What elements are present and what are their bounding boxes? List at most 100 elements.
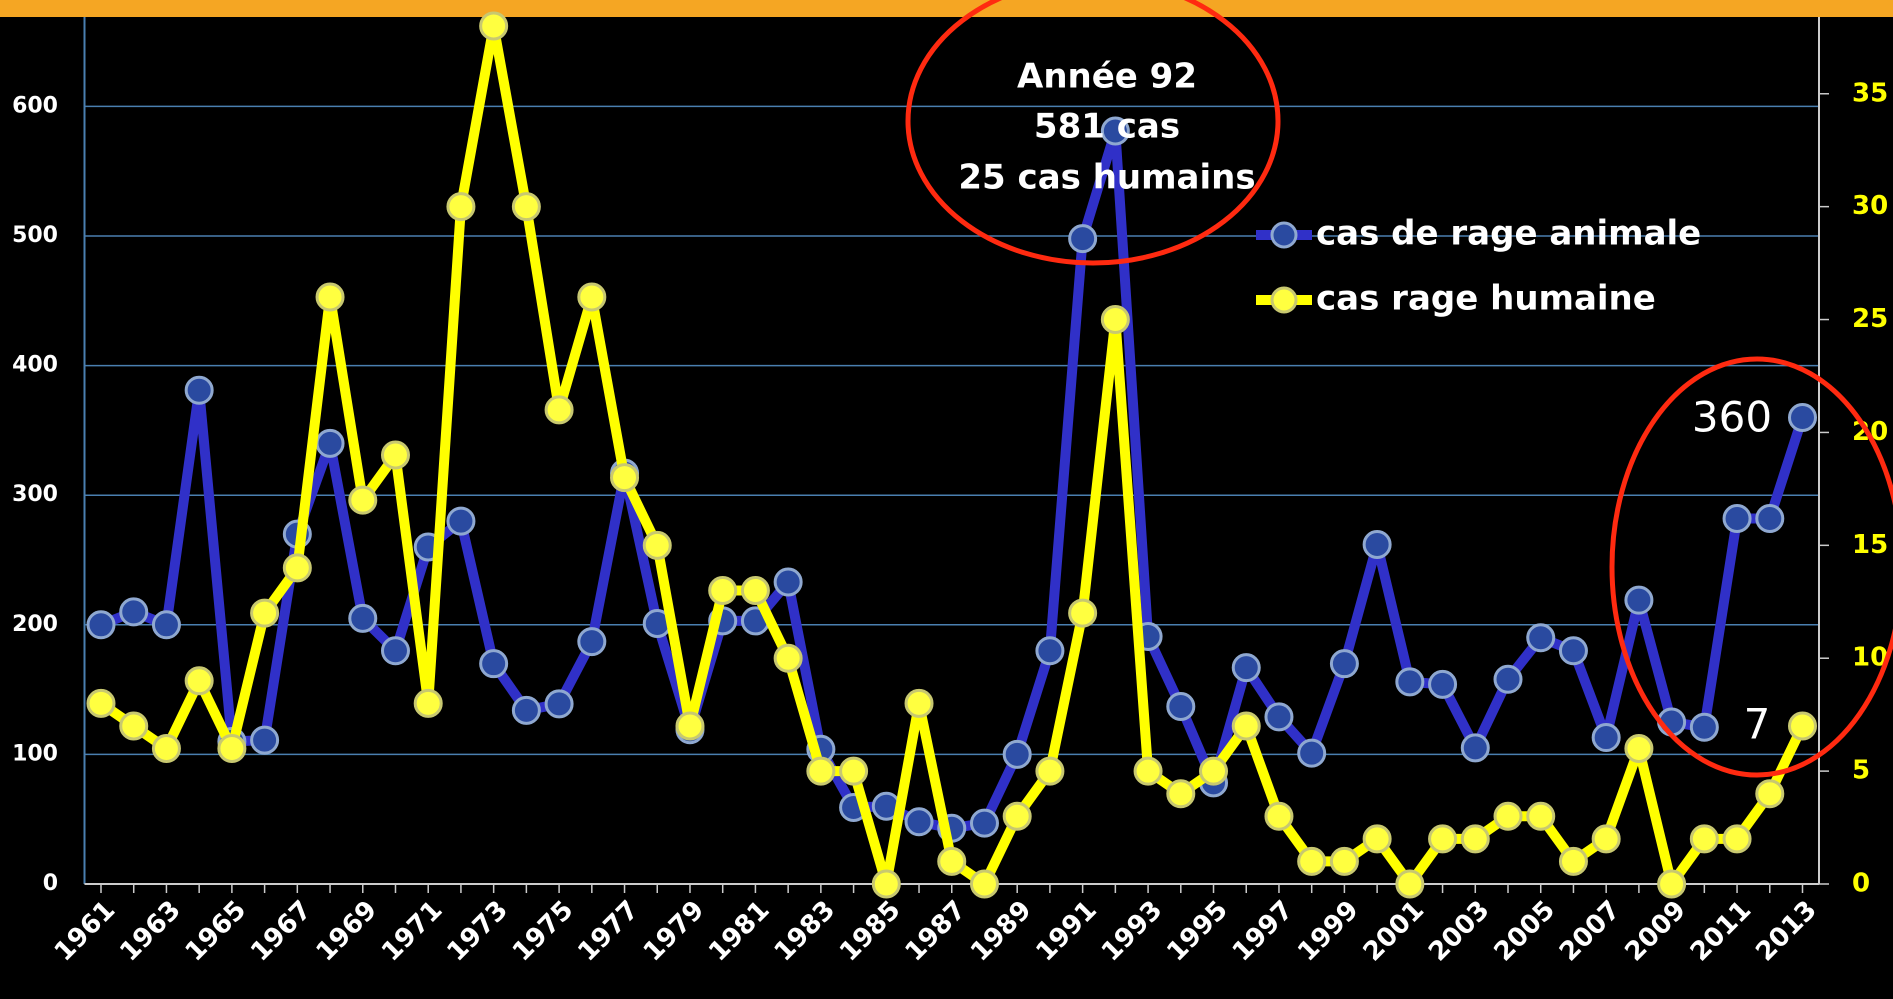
x-tick-label: 1981	[703, 895, 775, 967]
point	[1755, 504, 1785, 534]
x-tick-label: 1963	[114, 895, 186, 967]
point	[446, 192, 476, 222]
point	[1591, 824, 1621, 854]
x-tick-label: 1961	[49, 895, 121, 967]
point	[184, 375, 214, 405]
point	[1526, 801, 1556, 831]
point	[315, 282, 345, 312]
point	[1068, 224, 1098, 254]
point	[1329, 846, 1359, 876]
y-tick-label: 300	[12, 482, 58, 507]
point	[184, 666, 214, 696]
point	[1100, 116, 1130, 146]
x-tick-label: 2013	[1750, 895, 1822, 967]
x-tick-label: 1993	[1096, 895, 1168, 967]
point	[1395, 869, 1425, 899]
x-tick-label: 2009	[1619, 895, 1691, 967]
point	[773, 643, 803, 673]
point	[86, 610, 116, 640]
point	[1428, 824, 1458, 854]
point	[1035, 756, 1065, 786]
point	[675, 711, 705, 741]
point	[1297, 846, 1327, 876]
x-tick-label: 1969	[311, 895, 383, 967]
y-tick-label: 200	[12, 612, 58, 637]
point	[544, 689, 574, 719]
point	[250, 598, 280, 628]
point	[1231, 711, 1261, 741]
x-tick-label: 2005	[1489, 895, 1561, 967]
point	[1493, 664, 1523, 694]
x-tick-label: 1995	[1161, 895, 1233, 967]
point	[1689, 824, 1719, 854]
x-tick-label: 2011	[1685, 895, 1757, 967]
point	[1166, 691, 1196, 721]
point	[1428, 669, 1458, 699]
x-tick-label: 1999	[1292, 895, 1364, 967]
point	[740, 575, 770, 605]
y-tick-label: 100	[12, 741, 58, 766]
x-tick-label: 1991	[1030, 895, 1102, 967]
point	[1526, 623, 1556, 653]
point	[969, 869, 999, 899]
point	[1624, 585, 1654, 615]
point	[479, 649, 509, 679]
point	[544, 395, 574, 425]
y-tick-label: 400	[12, 353, 58, 378]
point	[1166, 779, 1196, 809]
point	[1231, 653, 1261, 683]
annotation: 581 cas	[1034, 107, 1180, 147]
point	[1558, 846, 1588, 876]
point	[282, 553, 312, 583]
highlight-ellipse	[905, 0, 1281, 266]
point	[250, 725, 280, 755]
point	[413, 688, 443, 718]
x-tick-label: 1973	[442, 895, 514, 967]
point	[1558, 636, 1588, 666]
point	[348, 485, 378, 515]
point	[151, 734, 181, 764]
legend-label: cas rage humaine	[1316, 279, 1656, 319]
x-tick-label: 2003	[1423, 895, 1495, 967]
point	[1657, 869, 1687, 899]
point	[1002, 739, 1032, 769]
point	[839, 756, 869, 786]
x-tick-label: 1997	[1227, 895, 1299, 967]
point	[1068, 598, 1098, 628]
point	[610, 463, 640, 493]
point	[1133, 756, 1163, 786]
point	[1199, 756, 1229, 786]
x-tick-label: 1989	[965, 895, 1037, 967]
point	[1624, 734, 1654, 764]
x-tick-label: 1967	[245, 895, 317, 967]
x-tick-label: 1987	[900, 895, 972, 967]
x-tick-label: 2001	[1358, 895, 1430, 967]
point	[773, 567, 803, 597]
point	[969, 808, 999, 838]
point	[904, 688, 934, 718]
x-tick-label: 1971	[376, 895, 448, 967]
annotation: 360	[1692, 393, 1772, 442]
point	[1297, 738, 1327, 768]
legend-marker	[1270, 221, 1298, 249]
point	[86, 688, 116, 718]
x-tick-label: 1983	[769, 895, 841, 967]
x-tick-label: 1979	[638, 895, 710, 967]
point	[1035, 636, 1065, 666]
point	[1362, 529, 1392, 559]
point	[1722, 504, 1752, 534]
series-line	[98, 21, 1808, 889]
y2-tick-label: 15	[1852, 530, 1888, 560]
y2-tick-label: 30	[1852, 191, 1888, 221]
point	[1395, 667, 1425, 697]
x-tick-label: 2007	[1554, 895, 1626, 967]
point	[1788, 711, 1817, 741]
y2-tick-label: 25	[1852, 304, 1888, 334]
point	[119, 711, 149, 741]
y2-tick-label: 35	[1852, 78, 1888, 108]
point	[380, 636, 410, 666]
highlight-ellipse	[1609, 356, 1893, 778]
annotation: 7	[1744, 700, 1771, 749]
point	[937, 846, 967, 876]
